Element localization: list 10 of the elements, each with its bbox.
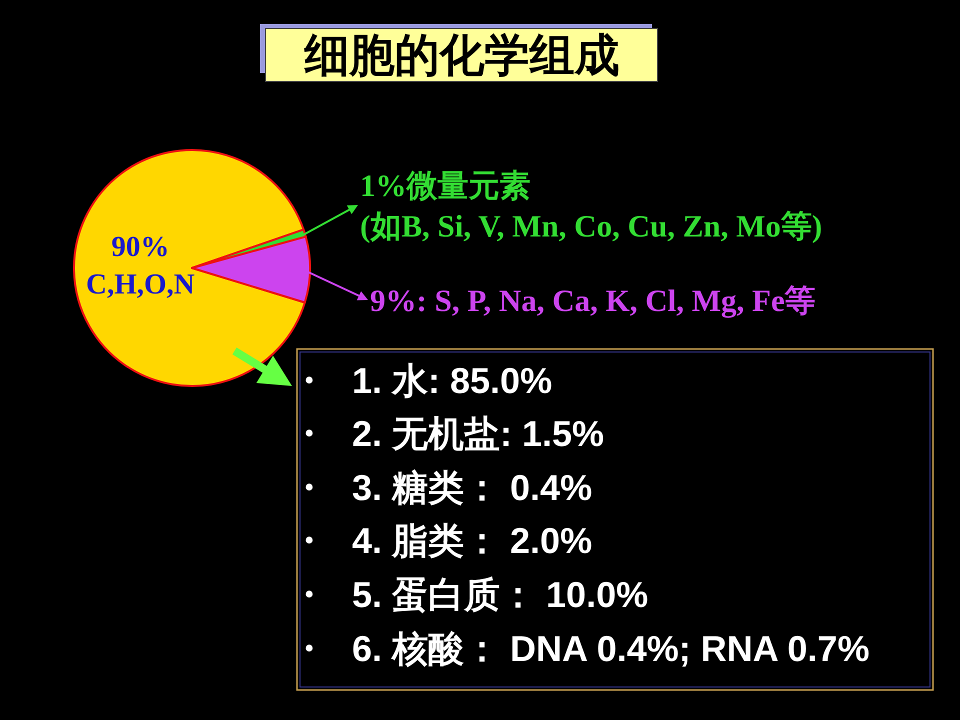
text: • 6. 核酸： DNA 0.4%; RNA 0.7% [305, 628, 870, 669]
legend-label: 1%微量元素 (如B, Si, V, Mn, Co, Cu, Zn, Mo等) [360, 168, 822, 244]
legend-label: 9%: S, P, Na, Ca, K, Cl, Mg, Fe等 [370, 283, 816, 318]
text: • 3. 糖类： 0.4% [305, 467, 592, 508]
text: • 1. 水: 85.0% [305, 360, 552, 401]
chart-title: 细胞的化学组成 [304, 30, 620, 80]
text: • 4. 脂类： 2.0% [305, 520, 592, 561]
text: • 5. 蛋白质： 10.0% [305, 574, 648, 615]
text: • 2. 无机盐: 1.5% [305, 413, 604, 454]
slice-label: 90% C,H,O,N [86, 231, 195, 301]
